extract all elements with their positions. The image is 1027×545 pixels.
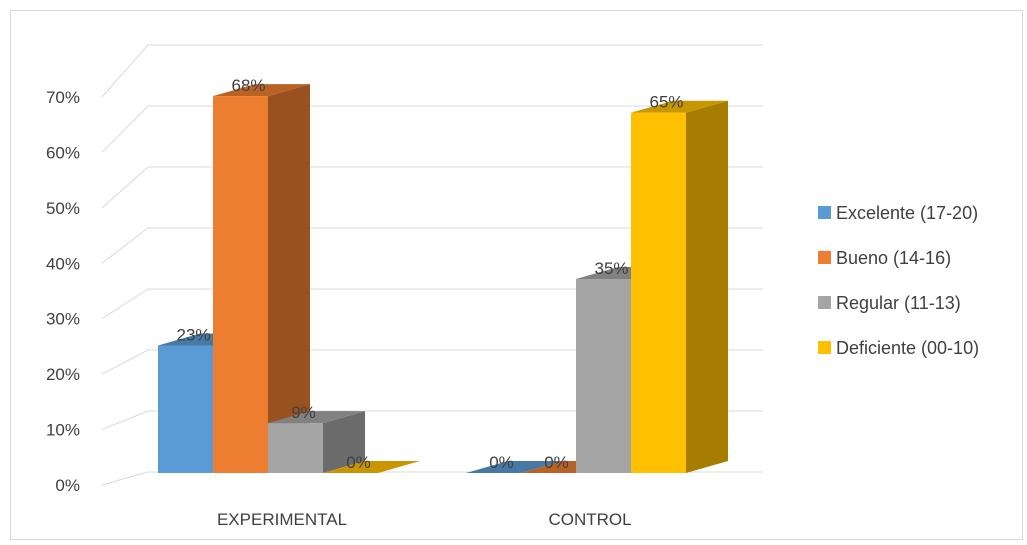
data-label: 9%: [291, 403, 316, 422]
y-tick-label: 60%: [46, 143, 80, 162]
bar: [631, 100, 728, 473]
bar: [213, 84, 310, 473]
y-axis-ticks: 0% 10% 20% 30% 40% 50% 60% 70%: [46, 88, 80, 495]
gridline-side: [101, 288, 149, 320]
legend-swatch: [818, 296, 831, 309]
data-label: 65%: [649, 93, 683, 112]
data-label: 23%: [176, 326, 210, 345]
bar: [466, 461, 563, 473]
data-label: 0%: [489, 453, 514, 472]
y-tick-label: 30%: [46, 310, 80, 329]
y-tick-label: 0%: [55, 476, 80, 495]
bar-top: [268, 411, 365, 424]
legend-swatch: [818, 206, 831, 219]
legend-label: Deficiente (00-10): [836, 338, 979, 358]
bar-front: [158, 345, 213, 473]
bar-side: [323, 411, 365, 473]
bar-top: [323, 461, 420, 473]
bar: [268, 411, 365, 473]
legend-swatch: [818, 341, 831, 354]
y-tick-label: 50%: [46, 199, 80, 218]
bar-front: [631, 112, 686, 473]
legend-swatch: [818, 251, 831, 264]
data-label: 35%: [594, 259, 628, 278]
gridline-side: [101, 166, 149, 209]
bar-side: [268, 84, 310, 473]
gridline-side: [101, 105, 149, 153]
x-tick-label: EXPERIMENTAL: [217, 510, 347, 529]
bars: [158, 84, 728, 473]
legend-item: Deficiente (00-10): [818, 338, 979, 358]
gridline-side: [101, 227, 149, 264]
x-axis-ticks: EXPERIMENTAL CONTROL: [217, 510, 632, 529]
data-label: 0%: [544, 453, 569, 472]
bar-front: [268, 423, 323, 473]
gridline-side: [101, 349, 149, 375]
legend-item: Regular (11-13): [818, 293, 961, 313]
gridline-side: [101, 44, 149, 98]
bar-top: [466, 461, 563, 473]
gridline-side: [101, 410, 149, 431]
legend-label: Excelente (17-20): [836, 203, 978, 223]
bar-side: [686, 100, 728, 473]
legend-item: Bueno (14-16): [818, 248, 951, 268]
bar: [323, 461, 420, 473]
x-tick-label: CONTROL: [548, 510, 631, 529]
legend-label: Bueno (14-16): [836, 248, 951, 268]
data-label: 68%: [231, 76, 265, 95]
data-labels: 23% 68% 9% 0% 0% 0% 35% 65%: [176, 76, 683, 472]
y-tick-label: 70%: [46, 88, 80, 107]
bar-front: [576, 279, 631, 473]
data-label: 0%: [346, 453, 371, 472]
y-tick-label: 10%: [46, 421, 80, 440]
y-tick-label: 40%: [46, 254, 80, 273]
y-tick-label: 20%: [46, 365, 80, 384]
bar-front: [213, 96, 268, 473]
gridline-side: [101, 471, 149, 486]
legend-item: Excelente (17-20): [818, 203, 978, 223]
legend: Excelente (17-20) Bueno (14-16) Regular (1…: [818, 203, 979, 358]
bar-top: [631, 100, 728, 113]
legend-label: Regular (11-13): [836, 293, 961, 313]
bar-top: [213, 84, 310, 97]
